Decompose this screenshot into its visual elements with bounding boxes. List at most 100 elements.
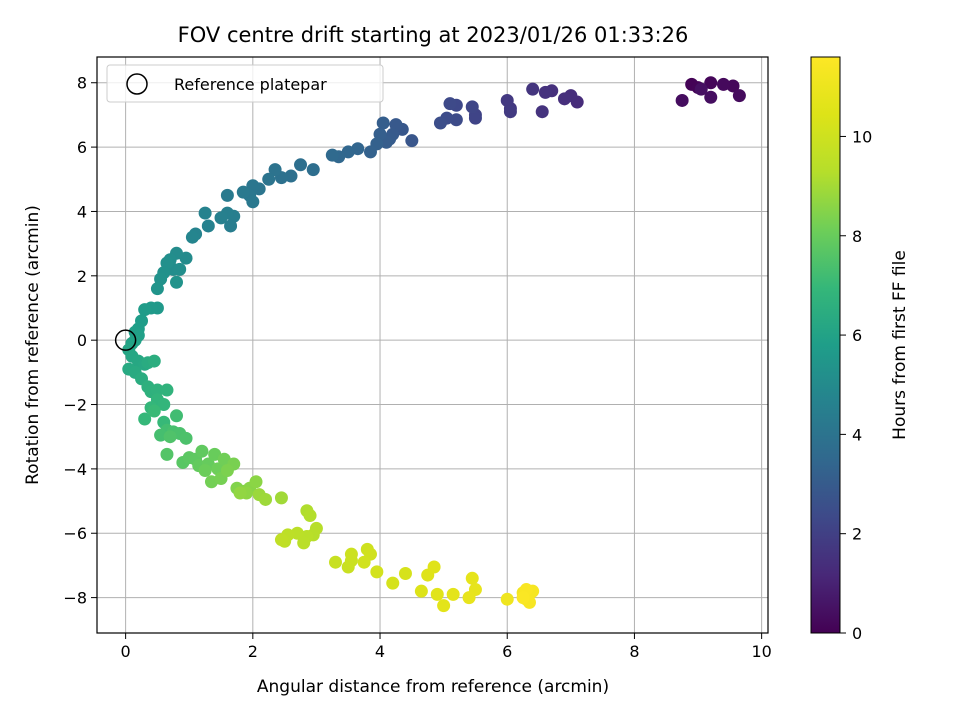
data-point [535, 105, 549, 119]
data-point [716, 77, 730, 91]
data-point [284, 169, 298, 183]
colorbar-tick-label: 0 [852, 624, 862, 643]
data-point [262, 172, 276, 186]
data-point [704, 90, 718, 104]
data-point [154, 428, 168, 442]
y-tick-label: −6 [63, 524, 87, 543]
data-point [274, 491, 288, 505]
data-point [694, 82, 708, 96]
x-axis-ticks: 0 2 4 6 8 10 [121, 633, 772, 661]
legend-marker [126, 73, 148, 95]
colorbar-tick-label: 6 [852, 326, 862, 345]
data-point [376, 116, 390, 130]
data-point [449, 113, 463, 127]
data-point [516, 591, 530, 605]
data-point [675, 93, 689, 107]
data-point [236, 185, 250, 199]
data-point [274, 533, 288, 547]
data-point [198, 206, 212, 220]
data-point [198, 463, 212, 477]
data-point [294, 158, 308, 172]
y-tick-label: 8 [77, 74, 87, 93]
data-point [173, 262, 187, 276]
data-point [150, 282, 164, 296]
data-point [468, 111, 482, 125]
data-point [500, 93, 514, 107]
data-point [179, 431, 193, 445]
reference-platepar-marker [114, 329, 137, 351]
data-point [163, 430, 177, 444]
data-point [147, 354, 161, 368]
data-point [462, 591, 476, 605]
data-point [726, 79, 740, 93]
legend-entry-reference-platepar: Reference platepar [174, 75, 327, 94]
x-tick-label: 0 [121, 642, 131, 661]
data-point [157, 398, 171, 412]
data-point [443, 97, 457, 111]
legend-box [106, 64, 384, 103]
data-point [430, 587, 444, 601]
y-tick-label: −4 [63, 460, 87, 479]
data-point [170, 409, 184, 423]
colorbar-tick-label: 10 [852, 127, 872, 146]
data-point [370, 565, 384, 579]
y-axis-ticks: −8 −6 −4 −2 0 2 4 6 8 [63, 74, 97, 608]
data-point [249, 475, 263, 489]
data-point [259, 492, 273, 506]
data-point [557, 92, 571, 106]
data-point [306, 163, 320, 177]
data-point [465, 100, 479, 114]
colorbar-tick-label: 2 [852, 525, 862, 544]
data-point [138, 303, 152, 317]
y-axis-label: Rotation from reference (arcmin) [23, 205, 43, 485]
data-point [303, 509, 317, 523]
y-tick-label: 6 [77, 138, 87, 157]
x-tick-label: 10 [751, 642, 771, 661]
data-point [268, 163, 282, 177]
data-point [220, 188, 234, 202]
data-point [246, 195, 260, 209]
data-point [309, 521, 323, 535]
data-point [214, 211, 228, 225]
plot-frame [96, 56, 769, 634]
y-tick-label: −8 [63, 589, 87, 608]
data-point [344, 547, 358, 561]
data-point [220, 463, 234, 477]
data-point [233, 486, 247, 500]
data-point [160, 447, 174, 461]
x-tick-label: 2 [248, 642, 258, 661]
colorbar-gradient [810, 56, 841, 634]
data-point [290, 526, 304, 540]
data-point [437, 599, 451, 613]
x-tick-label: 8 [629, 642, 639, 661]
data-points [122, 76, 746, 613]
data-point [503, 105, 517, 119]
data-point [224, 219, 238, 233]
data-point [398, 566, 412, 580]
data-point [526, 82, 540, 96]
x-axis-label: Angular distance from reference (arcmin) [257, 677, 609, 697]
data-point [414, 584, 428, 598]
colorbar-tick-label: 4 [852, 425, 862, 444]
data-point [538, 85, 552, 99]
legend: Reference platepar [106, 64, 384, 103]
data-point [732, 89, 746, 103]
data-point [195, 444, 209, 458]
data-point [357, 555, 371, 569]
data-point [433, 116, 447, 130]
y-tick-label: 0 [77, 331, 87, 350]
data-point [329, 555, 343, 569]
data-point [500, 592, 514, 606]
data-point [325, 148, 339, 162]
y-tick-label: 2 [77, 267, 87, 286]
colorbar: 0 2 4 6 8 10 Hours from first FF file [810, 56, 910, 643]
data-point [465, 571, 479, 585]
data-point [201, 219, 215, 233]
data-point [147, 404, 161, 418]
data-point [427, 560, 441, 574]
data-point [297, 536, 311, 550]
colorbar-tick-label: 8 [852, 227, 862, 246]
data-point [446, 587, 460, 601]
data-point [386, 576, 400, 590]
